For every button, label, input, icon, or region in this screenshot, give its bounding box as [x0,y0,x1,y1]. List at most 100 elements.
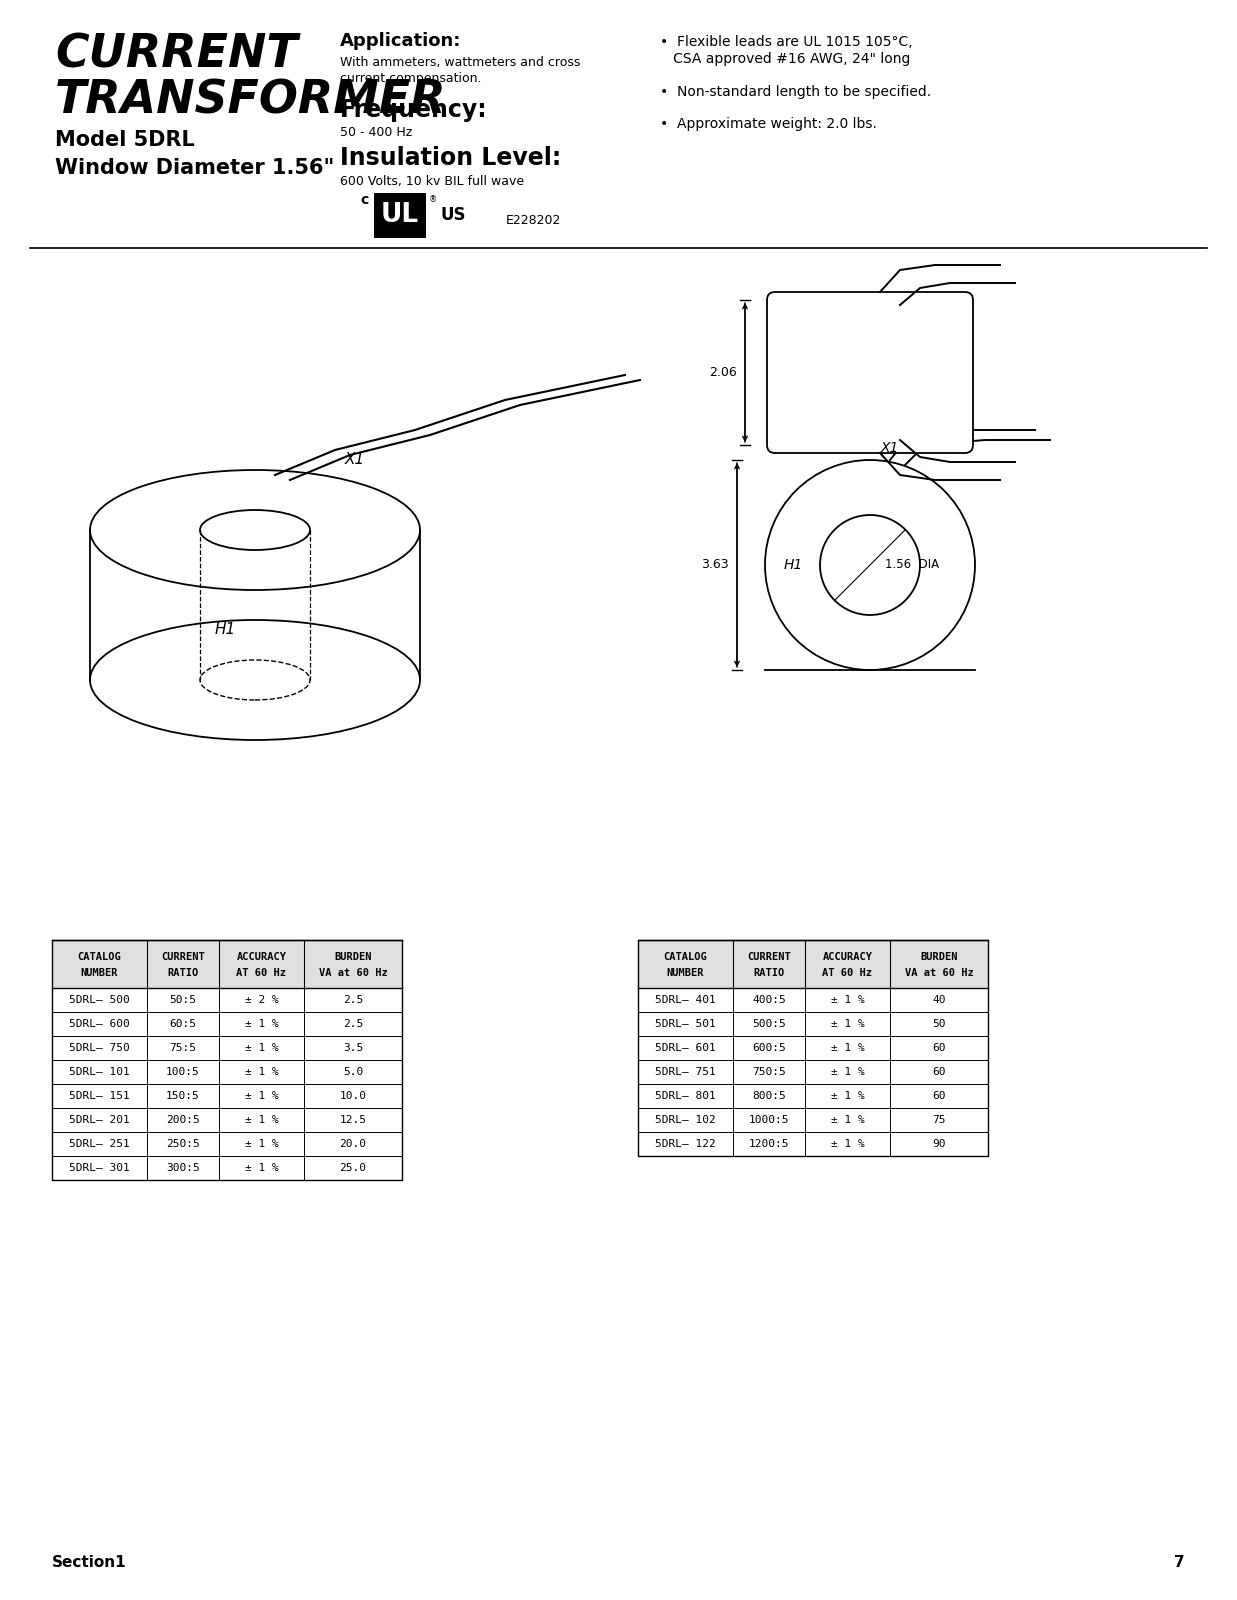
Text: 5DRL– 600: 5DRL– 600 [69,1019,130,1029]
Text: ± 1 %: ± 1 % [245,1163,278,1173]
FancyBboxPatch shape [767,291,974,453]
Text: ± 1 %: ± 1 % [245,1115,278,1125]
Bar [638,1059,988,1085]
Text: 750:5: 750:5 [752,1067,785,1077]
Text: 60: 60 [933,1067,946,1077]
Text: Insulation Level:: Insulation Level: [340,146,562,170]
Text: 5DRL– 301: 5DRL– 301 [69,1163,130,1173]
Text: 100:5: 100:5 [166,1067,200,1077]
Text: 2.5: 2.5 [343,1019,364,1029]
Text: 20.0: 20.0 [339,1139,366,1149]
Text: 75:5: 75:5 [169,1043,197,1053]
Text: 25.0: 25.0 [339,1163,366,1173]
Text: ®: ® [429,195,437,205]
Text: CSA approved #16 AWG, 24" long: CSA approved #16 AWG, 24" long [661,51,910,66]
Text: ± 1 %: ± 1 % [830,1139,865,1149]
Text: 5DRL– 201: 5DRL– 201 [69,1115,130,1125]
Text: 12.5: 12.5 [339,1115,366,1125]
Text: 50: 50 [933,1019,946,1029]
Text: Model 5DRL: Model 5DRL [54,130,194,150]
Bar [52,1037,402,1059]
Text: ± 1 %: ± 1 % [245,1067,278,1077]
Text: 5DRL– 751: 5DRL– 751 [656,1067,716,1077]
Text: BURDEN: BURDEN [920,952,957,962]
Text: 1000:5: 1000:5 [748,1115,789,1125]
Text: CURRENT: CURRENT [54,32,298,77]
Text: 5DRL– 601: 5DRL– 601 [656,1043,716,1053]
Bar [52,1133,402,1155]
Text: TRANSFORMER: TRANSFORMER [54,78,447,123]
Text: 5DRL– 801: 5DRL– 801 [656,1091,716,1101]
Text: ± 1 %: ± 1 % [830,995,865,1005]
Text: X1: X1 [881,442,899,454]
Text: ACCURACY: ACCURACY [823,952,872,962]
Text: X1: X1 [345,453,365,467]
Text: 400:5: 400:5 [752,995,785,1005]
Text: 5DRL– 151: 5DRL– 151 [69,1091,130,1101]
Text: ± 1 %: ± 1 % [830,1115,865,1125]
Text: 300:5: 300:5 [166,1163,200,1173]
Text: 7: 7 [1174,1555,1185,1570]
Text: ± 1 %: ± 1 % [830,1043,865,1053]
Text: NUMBER: NUMBER [80,968,119,978]
FancyBboxPatch shape [374,192,426,237]
Text: 5.0: 5.0 [343,1067,364,1077]
Text: 60: 60 [933,1091,946,1101]
Text: 50:5: 50:5 [169,995,197,1005]
Text: CURRENT: CURRENT [747,952,790,962]
Bar [638,1037,988,1059]
Bar [638,939,988,1155]
Text: 50 - 400 Hz: 50 - 400 Hz [340,126,412,139]
Text: VA at 60 Hz: VA at 60 Hz [319,968,387,978]
Text: ± 1 %: ± 1 % [245,1019,278,1029]
Text: CATALOG: CATALOG [663,952,708,962]
Text: 75: 75 [933,1115,946,1125]
Text: 500:5: 500:5 [752,1019,785,1029]
Text: ± 1 %: ± 1 % [245,1091,278,1101]
Bar [638,1107,988,1133]
Text: 3.5: 3.5 [343,1043,364,1053]
Bar [638,1085,988,1107]
Text: ± 1 %: ± 1 % [830,1091,865,1101]
Text: •  Non-standard length to be specified.: • Non-standard length to be specified. [661,85,931,99]
Text: 5DRL– 122: 5DRL– 122 [656,1139,716,1149]
Text: UL: UL [381,202,419,227]
Text: ± 2 %: ± 2 % [245,995,278,1005]
Text: Application:: Application: [340,32,461,50]
Text: CATALOG: CATALOG [78,952,121,962]
Text: 5DRL– 101: 5DRL– 101 [69,1067,130,1077]
Bar [52,987,402,1013]
Text: 90: 90 [933,1139,946,1149]
Text: 60: 60 [933,1043,946,1053]
Text: RATIO: RATIO [753,968,784,978]
Text: 1200:5: 1200:5 [748,1139,789,1149]
Text: ± 1 %: ± 1 % [245,1139,278,1149]
Text: 5DRL– 750: 5DRL– 750 [69,1043,130,1053]
Text: H1: H1 [783,558,803,573]
Bar [52,1155,402,1181]
Text: 40: 40 [933,995,946,1005]
Text: 5DRL– 401: 5DRL– 401 [656,995,716,1005]
Text: H1: H1 [214,622,235,637]
Text: 800:5: 800:5 [752,1091,785,1101]
Text: 5DRL– 501: 5DRL– 501 [656,1019,716,1029]
Text: Section1: Section1 [52,1555,126,1570]
Text: 2.06: 2.06 [709,366,737,379]
Text: 600 Volts, 10 kv BIL full wave: 600 Volts, 10 kv BIL full wave [340,174,524,187]
Bar [638,1013,988,1037]
Text: 3.63: 3.63 [701,558,729,571]
Text: 250:5: 250:5 [166,1139,200,1149]
Text: ± 1 %: ± 1 % [245,1043,278,1053]
Text: ± 1 %: ± 1 % [830,1019,865,1029]
Text: 200:5: 200:5 [166,1115,200,1125]
Text: 150:5: 150:5 [166,1091,200,1101]
Bar [638,987,988,1013]
Text: 60:5: 60:5 [169,1019,197,1029]
Text: ± 1 %: ± 1 % [830,1067,865,1077]
Bar [638,1133,988,1155]
Text: VA at 60 Hz: VA at 60 Hz [904,968,974,978]
Text: •  Approximate weight: 2.0 lbs.: • Approximate weight: 2.0 lbs. [661,117,877,131]
Text: 5DRL– 500: 5DRL– 500 [69,995,130,1005]
Text: c: c [360,194,369,206]
Bar [52,939,402,987]
